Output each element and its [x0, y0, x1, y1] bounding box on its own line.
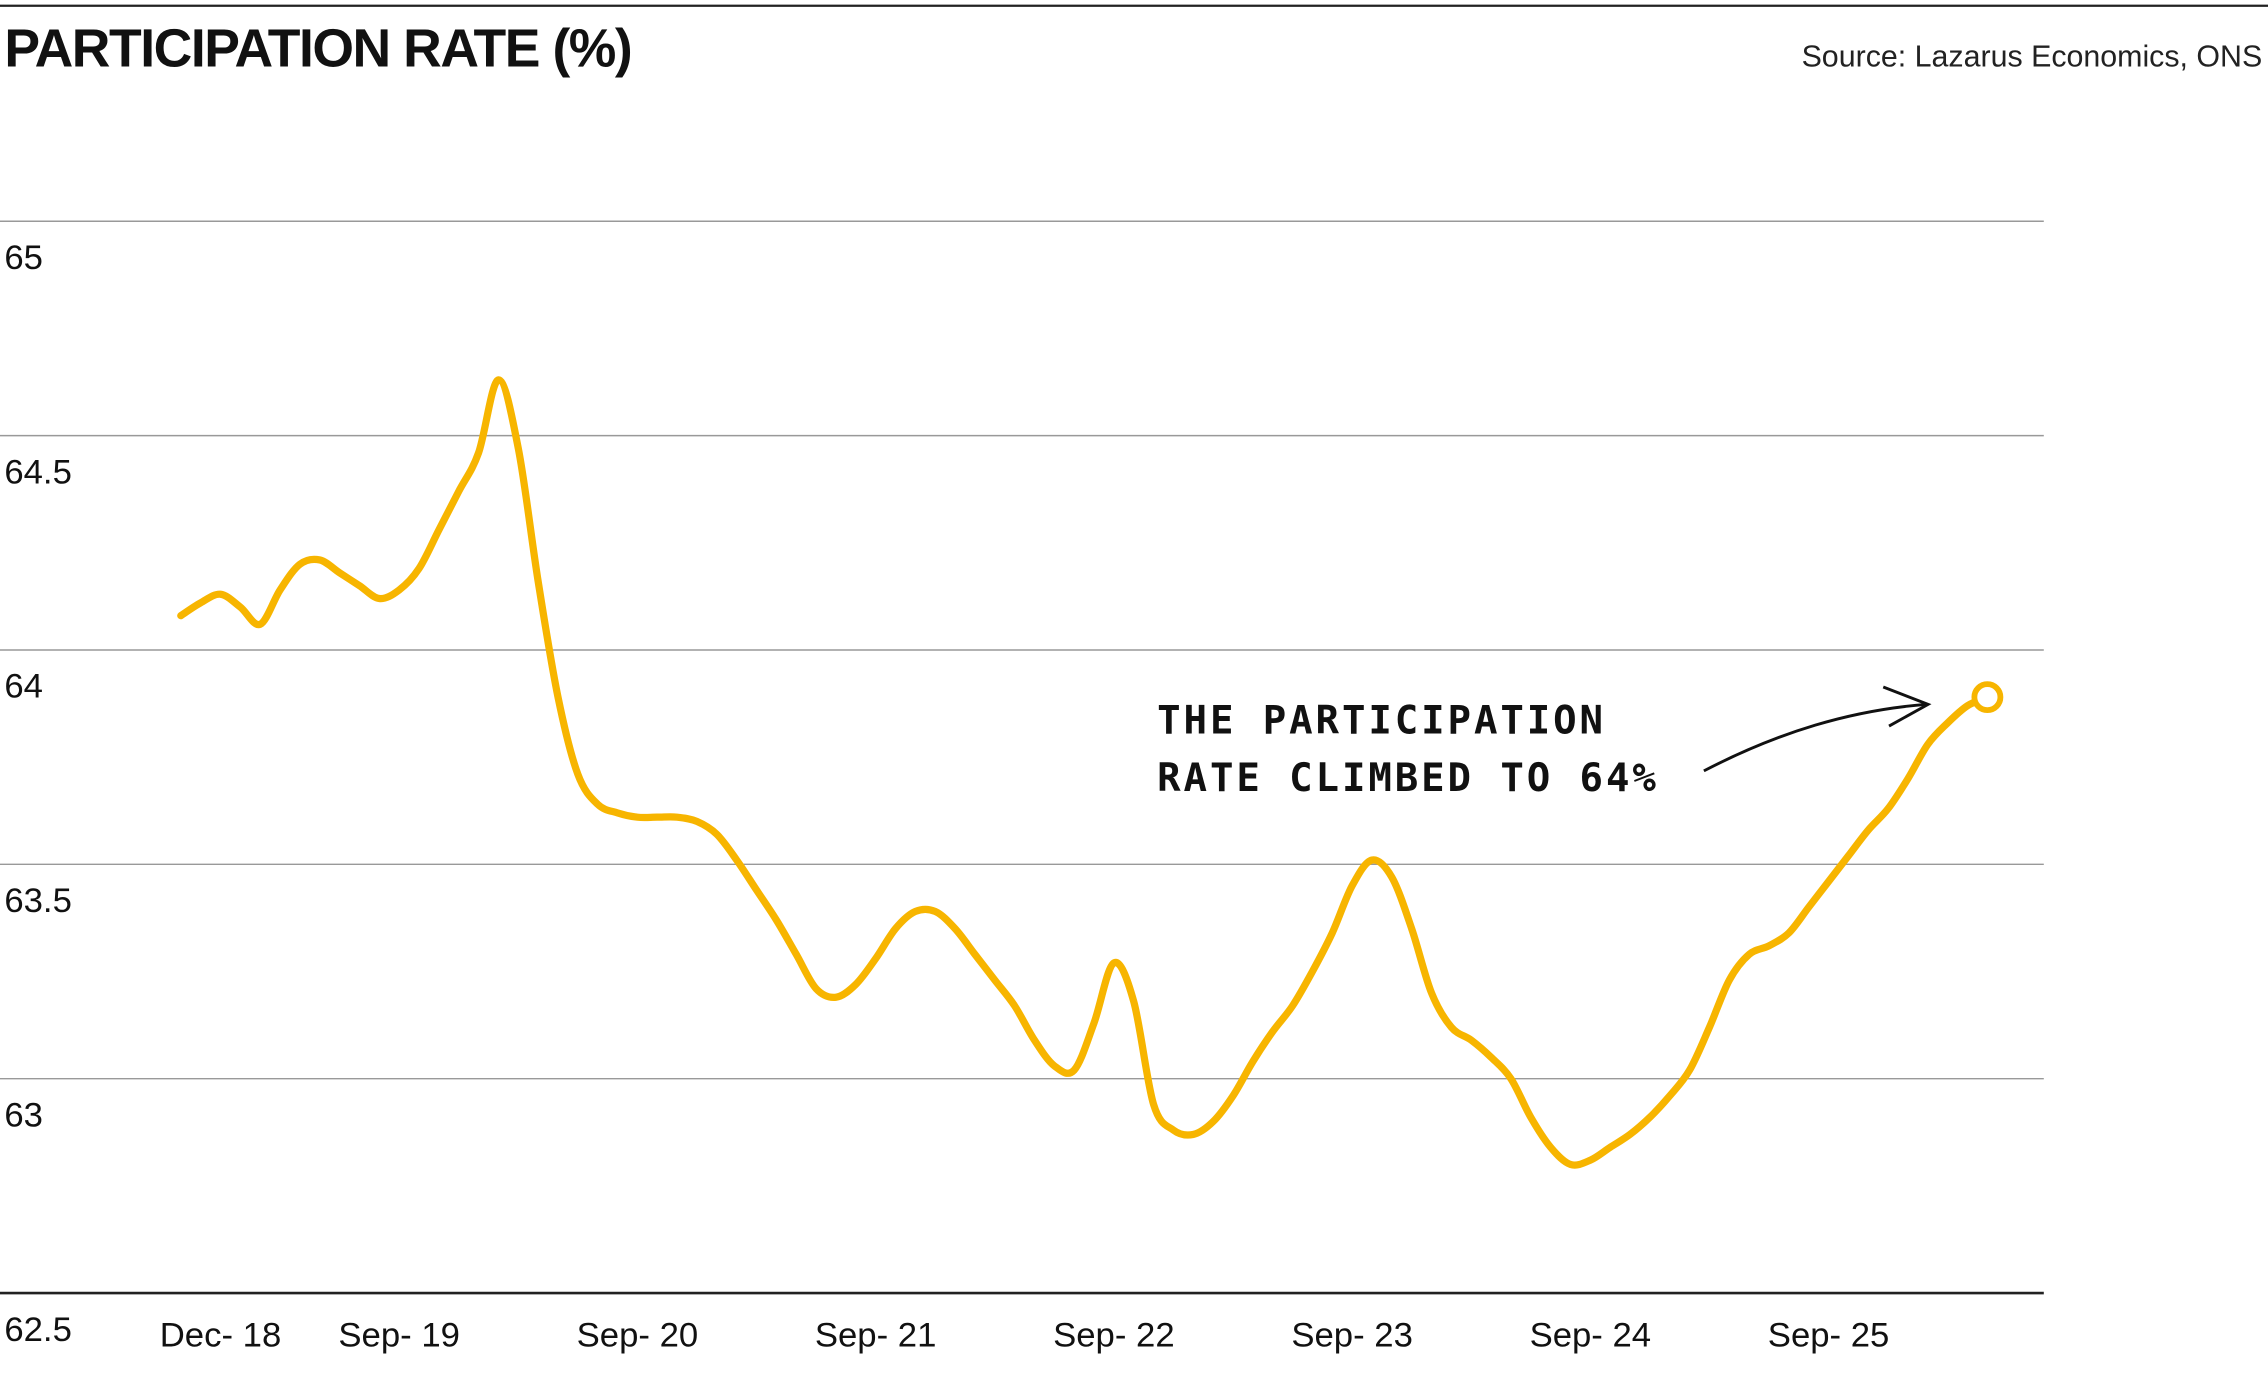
end-marker: [1971, 681, 2004, 714]
y-tick-label: 63: [4, 1096, 43, 1134]
chart-title: PARTICIPATION RATE (%): [4, 19, 631, 78]
x-tick-label: Dec- 18: [160, 1317, 282, 1355]
annotation: RATE CLIMBED TO 64%: [1157, 756, 1659, 801]
line: [177, 376, 1992, 1169]
y-tick-label: 64.5: [4, 453, 72, 491]
source: Source: Lazarus Economics, ONS: [1802, 40, 2263, 73]
x-tick-label: Sep- 22: [1053, 1317, 1175, 1355]
x-tick-label: Sep- 19: [338, 1317, 460, 1355]
y-tick-label: 65: [4, 239, 43, 277]
arrow-head: [1882, 685, 1932, 728]
annotation-arrow: [1703, 702, 1927, 773]
y-tick-label: 62.5: [4, 1311, 72, 1349]
y-tick-label: 63.5: [4, 882, 72, 920]
grid: 62.5 63 63.5 64 64.5 65 Dec- 18 Sep- 19 Sep- 20 S…: [0, 220, 2044, 1355]
x-tick-label: Sep- 23: [1291, 1317, 1413, 1355]
plot: [177, 376, 2004, 1169]
x-tick-label: Sep- 25: [1768, 1317, 1890, 1355]
y-tick-label: 64: [4, 668, 43, 706]
x-tick-label: Sep- 21: [815, 1317, 937, 1355]
x-tick-label: Sep- 24: [1530, 1317, 1652, 1355]
x-tick-label: Sep- 20: [577, 1317, 699, 1355]
annotation: THE PARTICIPATION: [1157, 698, 1606, 743]
